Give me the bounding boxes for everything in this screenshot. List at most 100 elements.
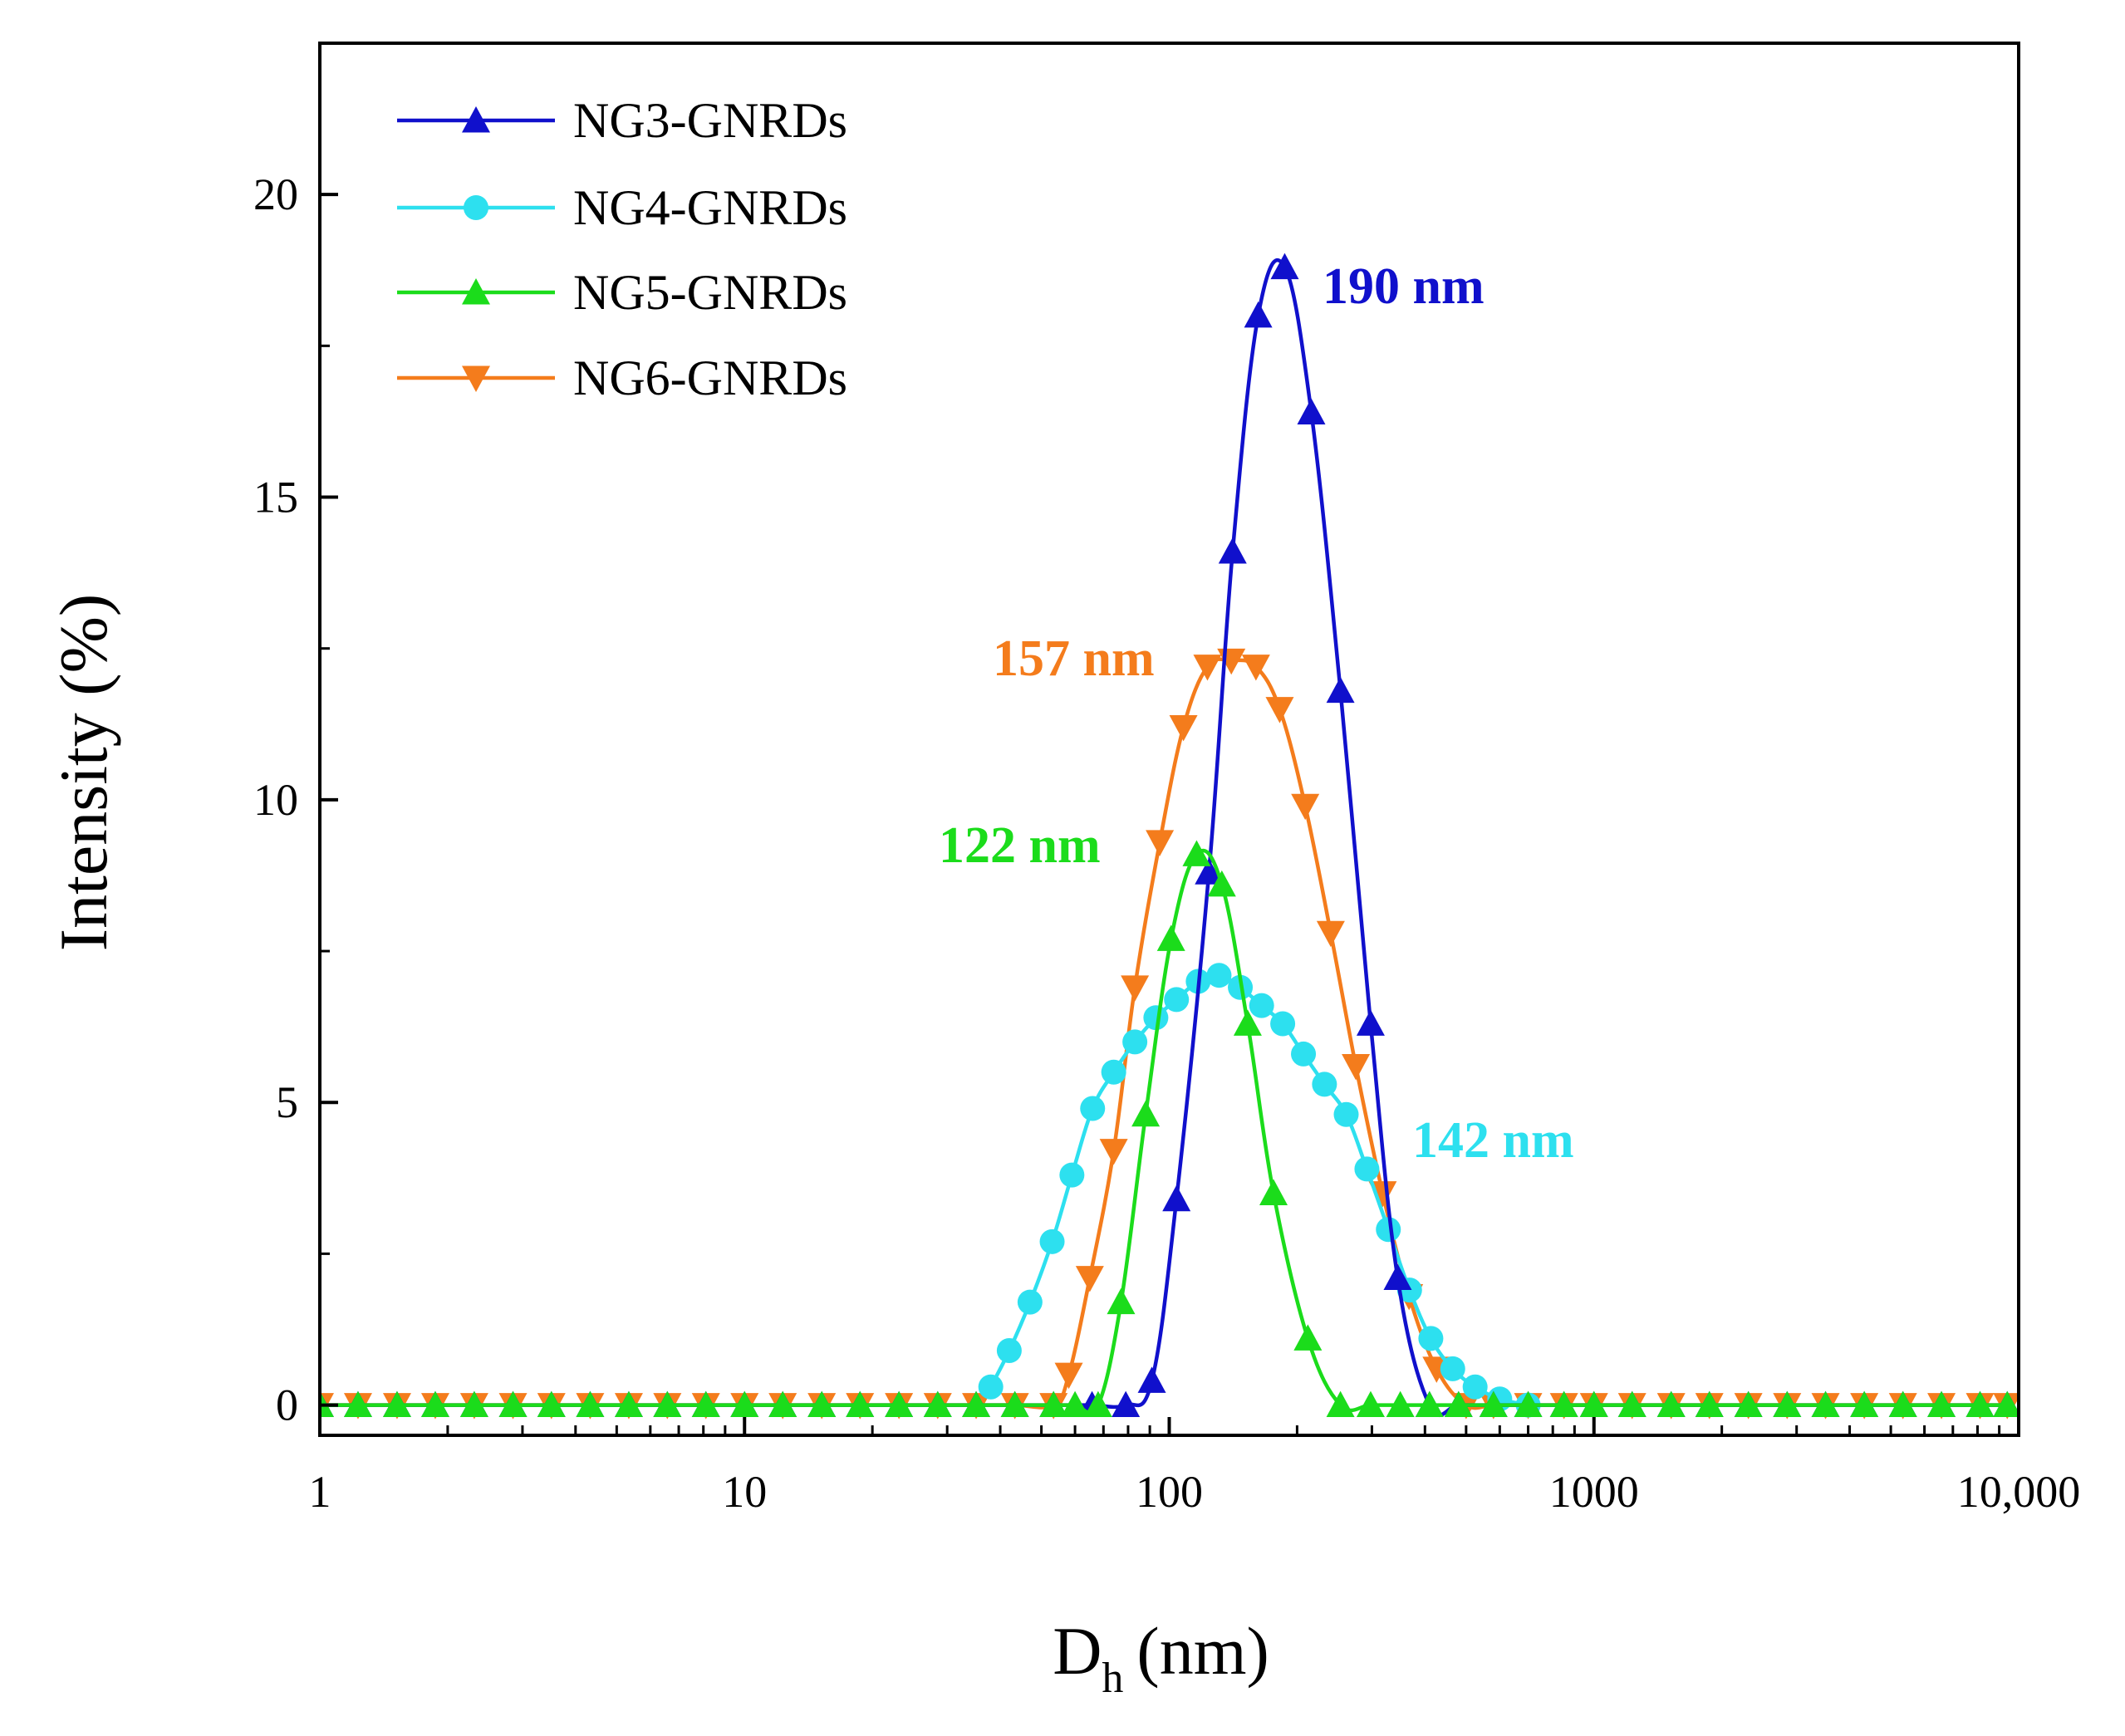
x-tick-label: 1	[309, 1467, 331, 1517]
legend-marker	[462, 106, 490, 133]
data-point	[1418, 1326, 1444, 1351]
peak-annotation: 190 nm	[1323, 258, 1485, 315]
legend-entry-ng3-gnrds: NG3-GNRDs	[397, 93, 847, 148]
data-point	[846, 1390, 875, 1418]
data-point	[1083, 1390, 1112, 1418]
peak-annotation: 122 nm	[939, 817, 1101, 874]
data-point	[1131, 1100, 1161, 1127]
series-layer	[320, 253, 2019, 1420]
data-point	[1386, 1390, 1415, 1418]
data-point	[1162, 1184, 1191, 1212]
data-point	[1354, 1156, 1380, 1182]
data-point	[978, 1374, 1004, 1400]
data-point	[1059, 1162, 1085, 1188]
data-point	[1356, 1009, 1385, 1036]
data-point	[1182, 840, 1211, 866]
data-point	[1734, 1390, 1763, 1418]
data-point	[1137, 1366, 1166, 1393]
y-tick-label: 10	[253, 775, 298, 825]
legend-marker	[464, 195, 488, 220]
data-point	[614, 1390, 643, 1418]
data-point	[691, 1390, 720, 1418]
data-point	[1297, 398, 1326, 424]
data-point	[1080, 1096, 1106, 1121]
data-point	[1259, 1179, 1288, 1205]
peak-annotation: 142 nm	[1412, 1112, 1574, 1169]
data-point	[1383, 1263, 1412, 1290]
data-point	[1061, 1390, 1090, 1418]
data-point	[653, 1390, 682, 1418]
data-point	[1122, 1029, 1148, 1055]
data-point	[1164, 987, 1190, 1013]
data-point	[1099, 1139, 1128, 1165]
y-tick-label: 20	[253, 169, 298, 219]
data-point	[1927, 1390, 1956, 1418]
x-axis-title: Dh (nm)	[1053, 1613, 1269, 1702]
data-point	[576, 1390, 605, 1418]
data-point	[1101, 1059, 1126, 1085]
y-axis-title: Intensity (%)	[46, 594, 121, 951]
data-point	[1966, 1390, 1995, 1418]
data-point	[1156, 924, 1185, 951]
peak-annotations: 190 nm 157 nm 122 nm 142 nm	[939, 258, 1574, 1169]
data-point	[768, 1390, 797, 1418]
data-point	[807, 1390, 837, 1418]
data-point	[1888, 1390, 1917, 1418]
data-point	[1293, 1324, 1323, 1351]
data-point	[1617, 1390, 1647, 1418]
legend-label: NG6-GNRDs	[573, 351, 847, 405]
axes-layer: 0 5 10 15 20 1 10 100 1000 10,000 Intensity (%) Dh (…	[46, 42, 2080, 1702]
legend-label: NG3-GNRDs	[573, 93, 847, 148]
data-point	[1356, 1390, 1385, 1418]
data-point	[1206, 963, 1232, 988]
data-point	[962, 1390, 991, 1418]
data-point	[1039, 1390, 1068, 1418]
y-tick-label: 0	[276, 1380, 298, 1430]
data-point	[1326, 1390, 1355, 1418]
data-point	[996, 1337, 1022, 1363]
legend-entry-ng5-gnrds: NG5-GNRDs	[397, 265, 847, 320]
data-point	[1054, 1362, 1083, 1390]
data-point	[1656, 1390, 1686, 1418]
data-point	[1444, 1390, 1473, 1418]
legend: NG3-GNRDs NG4-GNRDs NG5-GNRDs NG6-GNRDs	[397, 93, 847, 405]
data-point	[1291, 1041, 1317, 1067]
data-point	[1169, 714, 1198, 742]
data-point	[382, 1390, 411, 1418]
x-axis-title-subscript: h	[1102, 1655, 1123, 1702]
x-tick-label: 100	[1136, 1467, 1203, 1517]
data-point	[1249, 993, 1274, 1018]
data-point	[1017, 1289, 1043, 1315]
x-tick-label: 10	[722, 1467, 767, 1517]
data-point	[1039, 1228, 1065, 1254]
data-point	[420, 1390, 449, 1418]
series-line	[320, 657, 2008, 1410]
data-point	[1075, 1266, 1104, 1292]
data-point	[1312, 1072, 1337, 1097]
data-point	[1514, 1390, 1543, 1418]
data-point	[1112, 1390, 1141, 1418]
data-point	[1549, 1390, 1578, 1418]
legend-label: NG4-GNRDs	[573, 180, 847, 235]
data-point	[1333, 1101, 1359, 1127]
data-point	[1579, 1390, 1608, 1418]
y-tick-label: 5	[276, 1077, 298, 1127]
data-point	[343, 1390, 372, 1418]
data-point	[1270, 253, 1299, 280]
data-point	[1195, 858, 1224, 885]
data-point	[1241, 655, 1270, 681]
data-point	[1207, 870, 1236, 897]
data-point	[459, 1390, 488, 1418]
data-point	[1270, 1011, 1296, 1037]
data-point	[1342, 1054, 1371, 1081]
data-point	[1107, 1287, 1136, 1315]
data-point	[1326, 676, 1355, 704]
series-ng5-gnrds	[320, 840, 2019, 1418]
data-point	[1440, 1356, 1465, 1381]
data-point	[923, 1390, 952, 1418]
data-point	[1376, 1217, 1401, 1243]
data-point	[498, 1390, 528, 1418]
data-point	[1233, 1009, 1262, 1036]
data-point	[1811, 1390, 1840, 1418]
data-point	[1291, 793, 1320, 821]
